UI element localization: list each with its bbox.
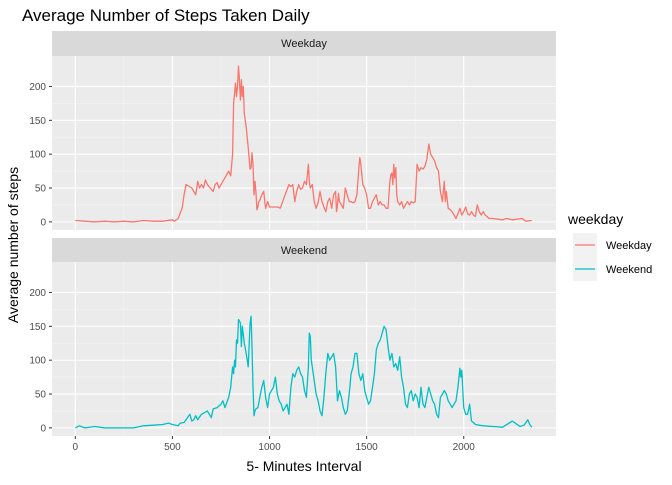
facet-panel-weekend: Weekend 0 50 100 150 200	[29, 238, 556, 436]
y-tick-label: 0	[40, 423, 46, 434]
y-tick-label: 150	[29, 116, 46, 127]
x-tick-label: 2000	[453, 442, 476, 453]
y-tick-label: 0	[40, 217, 46, 228]
legend-label-weekend: Weekend	[606, 264, 652, 276]
legend-entry-weekday: Weekday	[573, 233, 652, 257]
facet-strip-weekend	[52, 238, 556, 262]
x-tick-label: 1500	[356, 442, 379, 453]
x-tick-label: 500	[164, 442, 181, 453]
y-tick-label: 50	[35, 390, 47, 401]
y-tick-label: 200	[29, 82, 46, 93]
y-tick-label: 50	[35, 184, 47, 195]
x-axis-title: 5- Minutes Interval	[246, 458, 361, 474]
y-tick-label: 100	[29, 356, 46, 367]
legend-title: weekday	[567, 211, 623, 227]
x-tick-label: 0	[73, 442, 79, 453]
grid-weekend	[52, 262, 556, 436]
y-axis-weekday: 0 50 100 150 200	[29, 82, 52, 228]
series-line-weekend	[74, 315, 533, 429]
y-tick-label: 150	[29, 322, 46, 333]
series-line-weekday	[75, 65, 532, 223]
facet-label-weekday: Weekday	[281, 38, 327, 50]
facet-strip-weekday	[52, 31, 556, 56]
y-tick-label: 200	[29, 288, 46, 299]
panel-background-weekday	[52, 56, 556, 230]
chart-title: Average Number of Steps Taken Daily	[22, 6, 310, 25]
legend-label-weekday: Weekday	[606, 240, 652, 252]
y-axis-title: Average number of steps	[5, 167, 21, 323]
x-axis: 0 500 1000 1500 2000	[73, 436, 476, 453]
panel-background-weekend	[52, 262, 556, 436]
grid-weekday	[52, 56, 556, 230]
legend: weekday Weekday Weekend	[567, 211, 652, 281]
legend-entry-weekend: Weekend	[573, 257, 652, 281]
facet-panel-weekday: Weekday 0 50 100 150 200	[29, 31, 556, 230]
y-axis-weekend: 0 50 100 150 200	[29, 288, 52, 434]
facet-label-weekend: Weekend	[281, 245, 327, 257]
y-tick-label: 100	[29, 150, 46, 161]
x-tick-label: 1000	[258, 442, 281, 453]
